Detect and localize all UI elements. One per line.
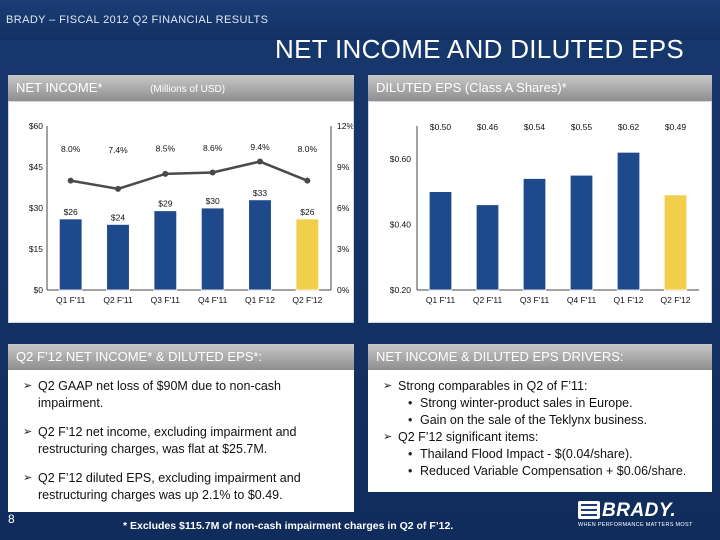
footnote: * Excludes $115.7M of non-cash impairmen… — [123, 520, 454, 532]
driver-subitem: Strong winter-product sales in Europe. — [382, 395, 706, 412]
summary-box: Q2 GAAP net loss of $90M due to non-cash… — [8, 370, 354, 512]
drivers-box: Strong comparables in Q2 of F’11: Strong… — [368, 370, 712, 492]
margin-label: 8.5% — [156, 143, 176, 153]
x-tick-label: Q3 F'11 — [151, 295, 181, 305]
x-tick-label: Q2 F'12 — [292, 295, 322, 305]
slide-title: NET INCOME AND DILUTED EPS — [275, 34, 684, 64]
x-tick-label: Q1 F'11 — [56, 295, 86, 305]
margin-point — [115, 185, 121, 192]
y-tick-label-left: $45 — [29, 162, 43, 172]
eps-title: DILUTED EPS (Class A Shares)* — [376, 80, 567, 95]
bar — [58, 218, 83, 291]
margin-label: 7.4% — [108, 145, 128, 155]
drivers-header: NET INCOME & DILUTED EPS DRIVERS: — [368, 344, 712, 370]
drivers-list: Strong comparables in Q2 of F’11: Strong… — [382, 378, 706, 480]
logo-tagline: WHEN PERFORMANCE MATTERS MOST — [578, 522, 693, 528]
brady-logo-mark — [578, 501, 600, 519]
eps-chart-box: $0.20 $0.40 $0.60 $0.50 Q1 F'11 $0.46 Q2 F'11 $… — [368, 101, 712, 323]
logo-wordmark: BRADY. — [602, 500, 677, 521]
driver-subitem: Gain on the sale of the Teklynx business… — [382, 412, 706, 429]
y-tick-label: $0.60 — [390, 154, 412, 164]
bar-value-label: $0.49 — [665, 122, 687, 132]
y-tick-label-left: $0 — [34, 285, 44, 295]
report-label: BRADY – FISCAL 2012 Q2 FINANCIAL RESULTS — [6, 14, 269, 26]
bar — [522, 178, 547, 291]
driver-item: Q2 F’12 significant items: — [382, 429, 706, 446]
net-income-chart: $0 $15 $30 $45 $60 0% 3% 6% 9% 12% $26 Q1 F'11 $24 Q2… — [29, 121, 353, 305]
driver-item: Strong comparables in Q2 of F’11: — [382, 378, 706, 395]
bar — [295, 218, 320, 291]
net-income-units: (Millions of USD) — [150, 84, 226, 95]
x-tick-label: Q1 F'12 — [245, 295, 275, 305]
summary-item: Q2 F’12 diluted EPS, excluding impairmen… — [22, 470, 348, 504]
margin-point — [304, 177, 311, 184]
margin-label: 9.4% — [250, 142, 270, 152]
summary-list: Q2 GAAP net loss of $90M due to non-cash… — [22, 378, 348, 504]
bar-value-label: $0.50 — [430, 122, 452, 132]
bar — [248, 199, 272, 291]
x-tick-label: Q4 F'11 — [198, 295, 228, 305]
x-tick-label: Q1 F'12 — [614, 295, 644, 305]
bar-value-label: $29 — [158, 199, 172, 209]
y-tick-label-left: $15 — [29, 244, 43, 254]
y-tick-label-left: $60 — [29, 121, 43, 131]
x-tick-label: Q2 F'12 — [661, 295, 691, 305]
bar — [153, 210, 178, 291]
bar — [569, 174, 594, 291]
net-income-chart-box: $0 $15 $30 $45 $60 0% 3% 6% 9% 12% $26 Q1 F'11 $24 Q2… — [8, 101, 354, 323]
bar — [475, 204, 500, 291]
summary-item: Q2 F’12 net income, excluding impairment… — [22, 424, 348, 458]
margin-point — [257, 158, 263, 165]
bar-value-label: $24 — [111, 212, 125, 222]
y-tick-label-right: 6% — [337, 203, 350, 213]
drivers-title: NET INCOME & DILUTED EPS DRIVERS: — [376, 349, 624, 364]
net-income-title: NET INCOME* — [16, 80, 103, 95]
eps-header: DILUTED EPS (Class A Shares)* — [368, 75, 712, 101]
top-bar: BRADY – FISCAL 2012 Q2 FINANCIAL RESULTS — [0, 0, 720, 40]
net-income-header: NET INCOME* (Millions of USD) — [8, 75, 354, 101]
y-tick-label: $0.20 — [390, 285, 412, 295]
bar — [616, 151, 641, 291]
eps-chart: $0.20 $0.40 $0.60 $0.50 Q1 F'11 $0.46 Q2 F'11 $… — [390, 122, 699, 305]
margin-line — [70, 160, 308, 191]
driver-subitem: Thailand Flood Impact - $(0.04/share). — [382, 446, 706, 463]
x-tick-label: Q4 F'11 — [567, 295, 597, 305]
summary-item: Q2 GAAP net loss of $90M due to non-cash… — [22, 378, 348, 412]
x-tick-label: Q2 F'11 — [103, 295, 133, 305]
margin-label: 8.0% — [61, 144, 81, 154]
y-tick-label-right: 9% — [337, 162, 350, 172]
bar-value-label: $0.62 — [618, 122, 640, 132]
bar — [106, 224, 130, 291]
margin-point — [162, 170, 169, 177]
y-tick-label-right: 0% — [337, 285, 350, 295]
margin-point — [209, 169, 216, 176]
y-tick-label: $0.40 — [390, 219, 412, 229]
x-tick-label: Q2 F'11 — [473, 295, 503, 305]
y-tick-label-right: 12% — [337, 121, 353, 131]
x-tick-label: Q3 F'11 — [520, 295, 550, 305]
driver-subitem: Reduced Variable Compensation + $0.06/sh… — [382, 463, 706, 480]
bar — [663, 194, 688, 291]
x-tick-label: Q1 F'11 — [426, 295, 456, 305]
bar-value-label: $0.46 — [477, 122, 499, 132]
y-tick-label-right: 3% — [337, 244, 350, 254]
bar — [428, 191, 453, 291]
bar-value-label: $33 — [253, 188, 267, 198]
page-number: 8 — [8, 512, 15, 526]
margin-label: 8.6% — [203, 143, 223, 153]
summary-header: Q2 F’12 NET INCOME* & DILUTED EPS*: — [8, 344, 354, 370]
y-tick-label-left: $30 — [29, 203, 43, 213]
bar-value-label: $26 — [300, 207, 314, 217]
summary-title: Q2 F’12 NET INCOME* & DILUTED EPS*: — [16, 349, 263, 364]
bar-value-label: $30 — [206, 196, 220, 206]
bar-value-label: $0.55 — [571, 122, 593, 132]
margin-label: 8.0% — [298, 144, 318, 154]
bar-value-label: $26 — [64, 207, 78, 217]
bar — [200, 207, 225, 291]
brady-logo: BRADY. WHEN PERFORMANCE MATTERS MOST — [578, 500, 698, 530]
margin-point — [67, 177, 74, 184]
bar-value-label: $0.54 — [524, 122, 546, 132]
